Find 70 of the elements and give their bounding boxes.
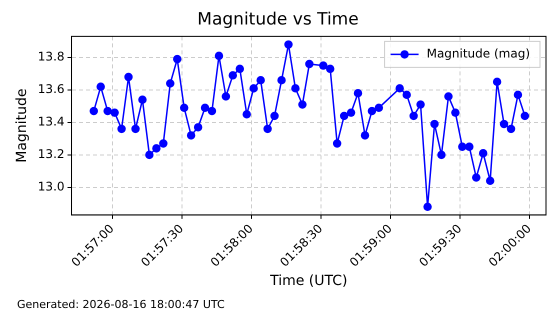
point [458, 142, 467, 151]
y-axis-title: Magnitude [14, 88, 30, 163]
y-tick-label: 13.0 [38, 179, 65, 194]
point [486, 176, 494, 186]
point [103, 106, 112, 116]
point [96, 82, 105, 91]
point [444, 92, 453, 101]
point [500, 120, 508, 128]
point [340, 112, 348, 120]
point [228, 71, 238, 80]
point [291, 84, 300, 93]
y-tick-label: 13.2 [38, 146, 65, 161]
point [437, 150, 446, 160]
point [374, 104, 384, 112]
point [360, 131, 370, 140]
point [451, 108, 460, 117]
y-tick-label: 13.4 [38, 114, 65, 129]
point [256, 76, 265, 84]
point [402, 90, 411, 100]
point [242, 110, 251, 118]
point [117, 124, 126, 134]
point [346, 108, 356, 117]
point [506, 124, 516, 134]
text: Generated: 2026-08-16 18:00:47 UTC [17, 298, 225, 311]
point [270, 112, 279, 120]
point [409, 112, 418, 120]
point [472, 173, 480, 182]
point [298, 100, 307, 109]
point [152, 144, 161, 153]
point [423, 202, 432, 211]
point [305, 60, 314, 68]
point [131, 124, 140, 134]
point [465, 142, 474, 151]
point [124, 72, 133, 82]
y-tick-label: 13.8 [38, 50, 65, 64]
point [200, 104, 210, 112]
point [478, 149, 488, 158]
point [520, 112, 530, 120]
point [430, 120, 439, 128]
point [173, 54, 182, 64]
x-axis-title: Time (UTC) [269, 273, 348, 290]
point [214, 52, 224, 60]
point [180, 104, 188, 112]
point [138, 95, 147, 104]
point [236, 64, 244, 74]
y-tick-label: 13.6 [38, 82, 65, 96]
point [186, 131, 196, 140]
point [492, 78, 502, 86]
point [166, 79, 174, 88]
point [263, 124, 272, 134]
point [284, 40, 293, 49]
point [110, 108, 119, 117]
point [208, 106, 216, 116]
point [354, 89, 362, 98]
point [319, 61, 328, 70]
point [249, 84, 258, 93]
point [159, 139, 168, 148]
legend-label: Magnitude (mag) [426, 46, 530, 61]
chart-title: Magnitude vs Time [197, 10, 359, 30]
point [396, 84, 404, 93]
point [326, 64, 334, 74]
point [368, 106, 376, 116]
point [332, 139, 342, 148]
point [416, 100, 425, 109]
point [194, 123, 202, 132]
point [277, 76, 286, 84]
point [222, 92, 230, 101]
point [90, 106, 98, 116]
point [514, 90, 522, 100]
point [145, 150, 154, 160]
